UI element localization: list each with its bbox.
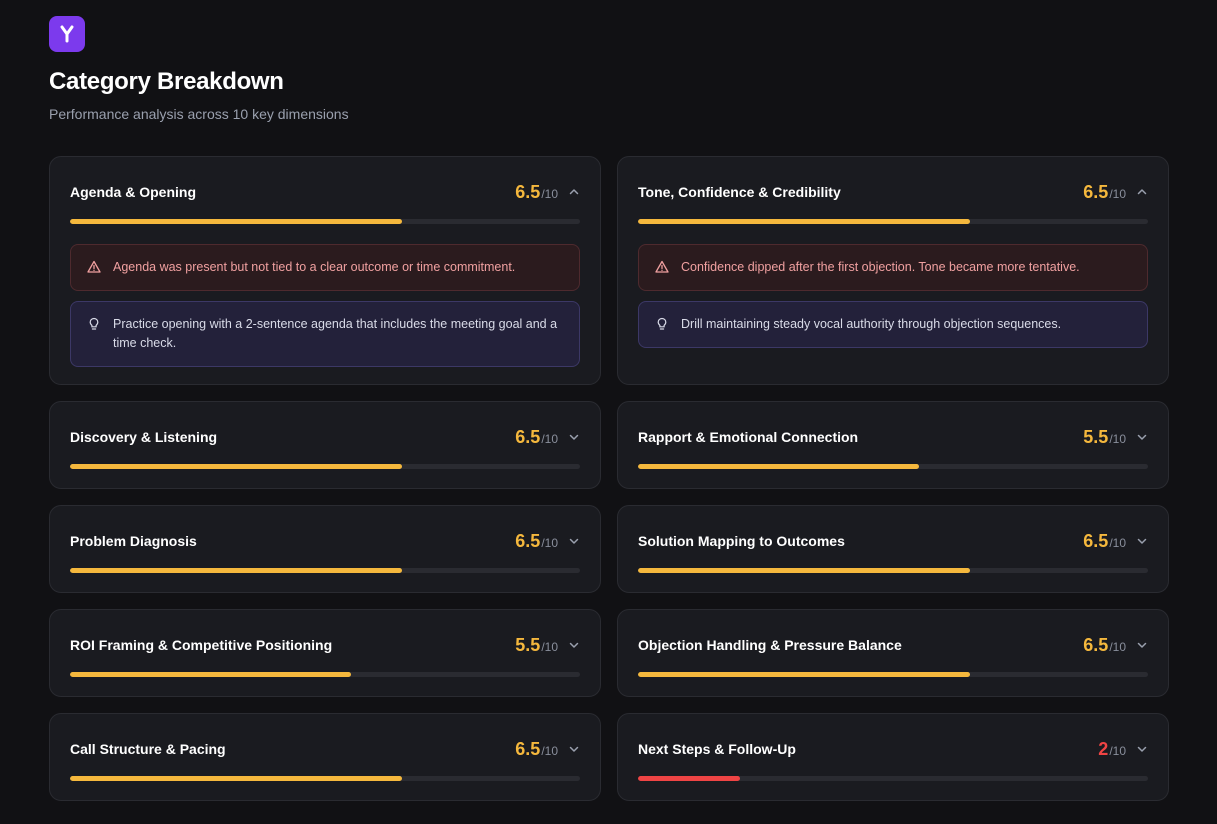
category-score: 6.5 <box>515 181 541 202</box>
category-score: 6.5 <box>1083 181 1109 202</box>
category-header[interactable]: Solution Mapping to Outcomes 6.5 /10 <box>638 506 1148 574</box>
category-card-tone-confidence: Tone, Confidence & Credibility 6.5 /10 C… <box>617 156 1169 385</box>
category-score: 6.5 <box>1083 530 1109 551</box>
score-denominator: /10 <box>1109 639 1126 654</box>
score-bar-fill <box>70 672 351 677</box>
category-score: 6.5 <box>515 530 541 551</box>
category-score: 6.5 <box>515 738 541 759</box>
chevron-down-icon[interactable] <box>1136 743 1148 755</box>
score-bar-fill <box>70 568 402 573</box>
warning-triangle-icon <box>655 260 669 273</box>
chevron-up-icon[interactable] <box>568 186 580 198</box>
category-header[interactable]: Next Steps & Follow-Up 2 /10 <box>638 714 1148 782</box>
score-bar-fill <box>638 776 740 781</box>
score-bar-fill <box>70 464 402 469</box>
score-bar-fill <box>638 568 970 573</box>
lightbulb-icon <box>657 317 667 330</box>
category-score: 6.5 <box>515 426 541 447</box>
category-score: 5.5 <box>1083 426 1109 447</box>
tip-note: Practice opening with a 2-sentence agend… <box>70 301 580 367</box>
category-title: Call Structure & Pacing <box>70 741 226 757</box>
score-bar <box>70 464 580 469</box>
category-card-discovery: Discovery & Listening 6.5 /10 <box>49 401 601 489</box>
category-header[interactable]: ROI Framing & Competitive Positioning 5.… <box>70 610 580 678</box>
chevron-down-icon[interactable] <box>1136 431 1148 443</box>
warning-text: Agenda was present but not tied to a cle… <box>113 260 516 274</box>
score-denominator: /10 <box>1109 743 1126 758</box>
chevron-down-icon[interactable] <box>568 431 580 443</box>
category-card-roi-framing: ROI Framing & Competitive Positioning 5.… <box>49 609 601 697</box>
warning-text: Confidence dipped after the first object… <box>681 260 1080 274</box>
score-bar <box>638 219 1148 224</box>
category-header[interactable]: Discovery & Listening 6.5 /10 <box>70 402 580 470</box>
score-denominator: /10 <box>541 639 558 654</box>
score-bar <box>70 219 580 224</box>
page-title: Category Breakdown <box>49 68 284 95</box>
chevron-up-icon[interactable] <box>1136 186 1148 198</box>
score-denominator: /10 <box>1109 186 1126 201</box>
score-bar <box>638 672 1148 677</box>
score-bar-fill <box>638 219 970 224</box>
logo-y-icon <box>60 25 74 43</box>
tip-text: Drill maintaining steady vocal authority… <box>681 317 1062 331</box>
category-header[interactable]: Agenda & Opening 6.5 /10 <box>70 157 580 225</box>
score-denominator: /10 <box>541 186 558 201</box>
score-bar-fill <box>70 219 402 224</box>
score-denominator: /10 <box>541 535 558 550</box>
lightbulb-icon <box>89 317 99 330</box>
category-header[interactable]: Tone, Confidence & Credibility 6.5 /10 <box>638 157 1148 225</box>
category-score: 6.5 <box>1083 634 1109 655</box>
chevron-down-icon[interactable] <box>568 743 580 755</box>
tip-text: Practice opening with a 2-sentence agend… <box>113 317 558 350</box>
score-bar <box>70 776 580 781</box>
chevron-down-icon[interactable] <box>1136 535 1148 547</box>
tip-note: Drill maintaining steady vocal authority… <box>638 301 1148 348</box>
chevron-down-icon[interactable] <box>568 535 580 547</box>
score-bar-fill <box>638 464 919 469</box>
score-denominator: /10 <box>541 431 558 446</box>
category-title: Objection Handling & Pressure Balance <box>638 637 902 653</box>
chevron-down-icon[interactable] <box>1136 639 1148 651</box>
category-card-next-steps: Next Steps & Follow-Up 2 /10 <box>617 713 1169 801</box>
category-grid: Agenda & Opening 6.5 /10 Agenda was pres… <box>49 156 1169 801</box>
category-title: Problem Diagnosis <box>70 533 197 549</box>
category-card-call-structure: Call Structure & Pacing 6.5 /10 <box>49 713 601 801</box>
category-score: 5.5 <box>515 634 541 655</box>
category-card-rapport: Rapport & Emotional Connection 5.5 /10 <box>617 401 1169 489</box>
score-bar <box>70 568 580 573</box>
score-bar <box>638 464 1148 469</box>
score-denominator: /10 <box>1109 535 1126 550</box>
category-title: Discovery & Listening <box>70 429 218 445</box>
category-title: ROI Framing & Competitive Positioning <box>70 637 333 653</box>
page-subtitle: Performance analysis across 10 key dimen… <box>49 106 349 122</box>
category-header[interactable]: Problem Diagnosis 6.5 /10 <box>70 506 580 574</box>
category-title: Rapport & Emotional Connection <box>638 429 859 445</box>
score-bar <box>638 776 1148 781</box>
score-bar <box>638 568 1148 573</box>
warning-note: Confidence dipped after the first object… <box>638 244 1148 291</box>
warning-triangle-icon <box>87 260 101 273</box>
score-denominator: /10 <box>1109 431 1126 446</box>
category-card-objection-handling: Objection Handling & Pressure Balance 6.… <box>617 609 1169 697</box>
score-bar-fill <box>638 672 970 677</box>
category-card-problem-diagnosis: Problem Diagnosis 6.5 /10 <box>49 505 601 593</box>
category-header[interactable]: Objection Handling & Pressure Balance 6.… <box>638 610 1148 678</box>
chevron-down-icon[interactable] <box>568 639 580 651</box>
category-title: Solution Mapping to Outcomes <box>638 533 845 549</box>
category-card-solution-mapping: Solution Mapping to Outcomes 6.5 /10 <box>617 505 1169 593</box>
category-score: 2 <box>1098 738 1109 759</box>
category-title: Agenda & Opening <box>70 184 196 200</box>
warning-note: Agenda was present but not tied to a cle… <box>70 244 580 291</box>
score-bar-fill <box>70 776 402 781</box>
score-denominator: /10 <box>541 743 558 758</box>
category-card-agenda-opening: Agenda & Opening 6.5 /10 Agenda was pres… <box>49 156 601 385</box>
category-title: Tone, Confidence & Credibility <box>638 184 841 200</box>
category-header[interactable]: Rapport & Emotional Connection 5.5 /10 <box>638 402 1148 470</box>
category-header[interactable]: Call Structure & Pacing 6.5 /10 <box>70 714 580 782</box>
score-bar <box>70 672 580 677</box>
category-title: Next Steps & Follow-Up <box>638 741 796 757</box>
app-logo[interactable] <box>49 16 85 52</box>
